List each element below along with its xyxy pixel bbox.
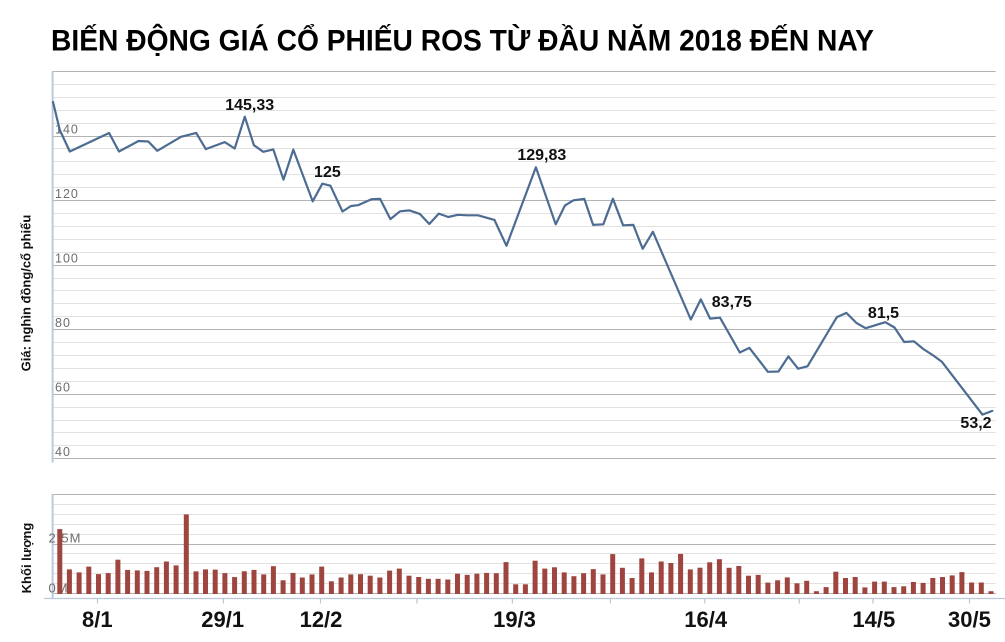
svg-text:145,33: 145,33 xyxy=(225,97,274,114)
svg-text:Giá: nghìn đồng/cổ phiếu: Giá: nghìn đồng/cổ phiếu xyxy=(19,215,34,372)
svg-text:80: 80 xyxy=(55,316,71,330)
svg-text:83,75: 83,75 xyxy=(712,294,752,311)
svg-text:30/5: 30/5 xyxy=(948,607,991,632)
svg-text:BIẾN ĐỘNG GIÁ CỔ PHIẾU ROS TỪ: BIẾN ĐỘNG GIÁ CỔ PHIẾU ROS TỪ ĐẦU NĂM 20… xyxy=(51,24,874,58)
svg-text:8/1: 8/1 xyxy=(82,607,113,632)
svg-text:120: 120 xyxy=(55,187,79,201)
svg-text:100: 100 xyxy=(55,251,79,265)
svg-text:81,5: 81,5 xyxy=(868,305,899,322)
svg-text:129,83: 129,83 xyxy=(517,147,566,164)
svg-text:40: 40 xyxy=(55,445,71,459)
svg-text:16/4: 16/4 xyxy=(684,607,728,632)
svg-text:60: 60 xyxy=(55,381,71,395)
svg-text:29/1: 29/1 xyxy=(201,607,244,632)
svg-text:2.5M: 2.5M xyxy=(49,531,82,546)
svg-text:14/5: 14/5 xyxy=(852,607,895,632)
svg-text:19/3: 19/3 xyxy=(493,607,536,632)
svg-text:125: 125 xyxy=(314,164,341,181)
svg-text:Khối lượng: Khối lượng xyxy=(19,523,34,594)
svg-text:53,2: 53,2 xyxy=(960,415,991,432)
svg-text:12/2: 12/2 xyxy=(300,607,343,632)
